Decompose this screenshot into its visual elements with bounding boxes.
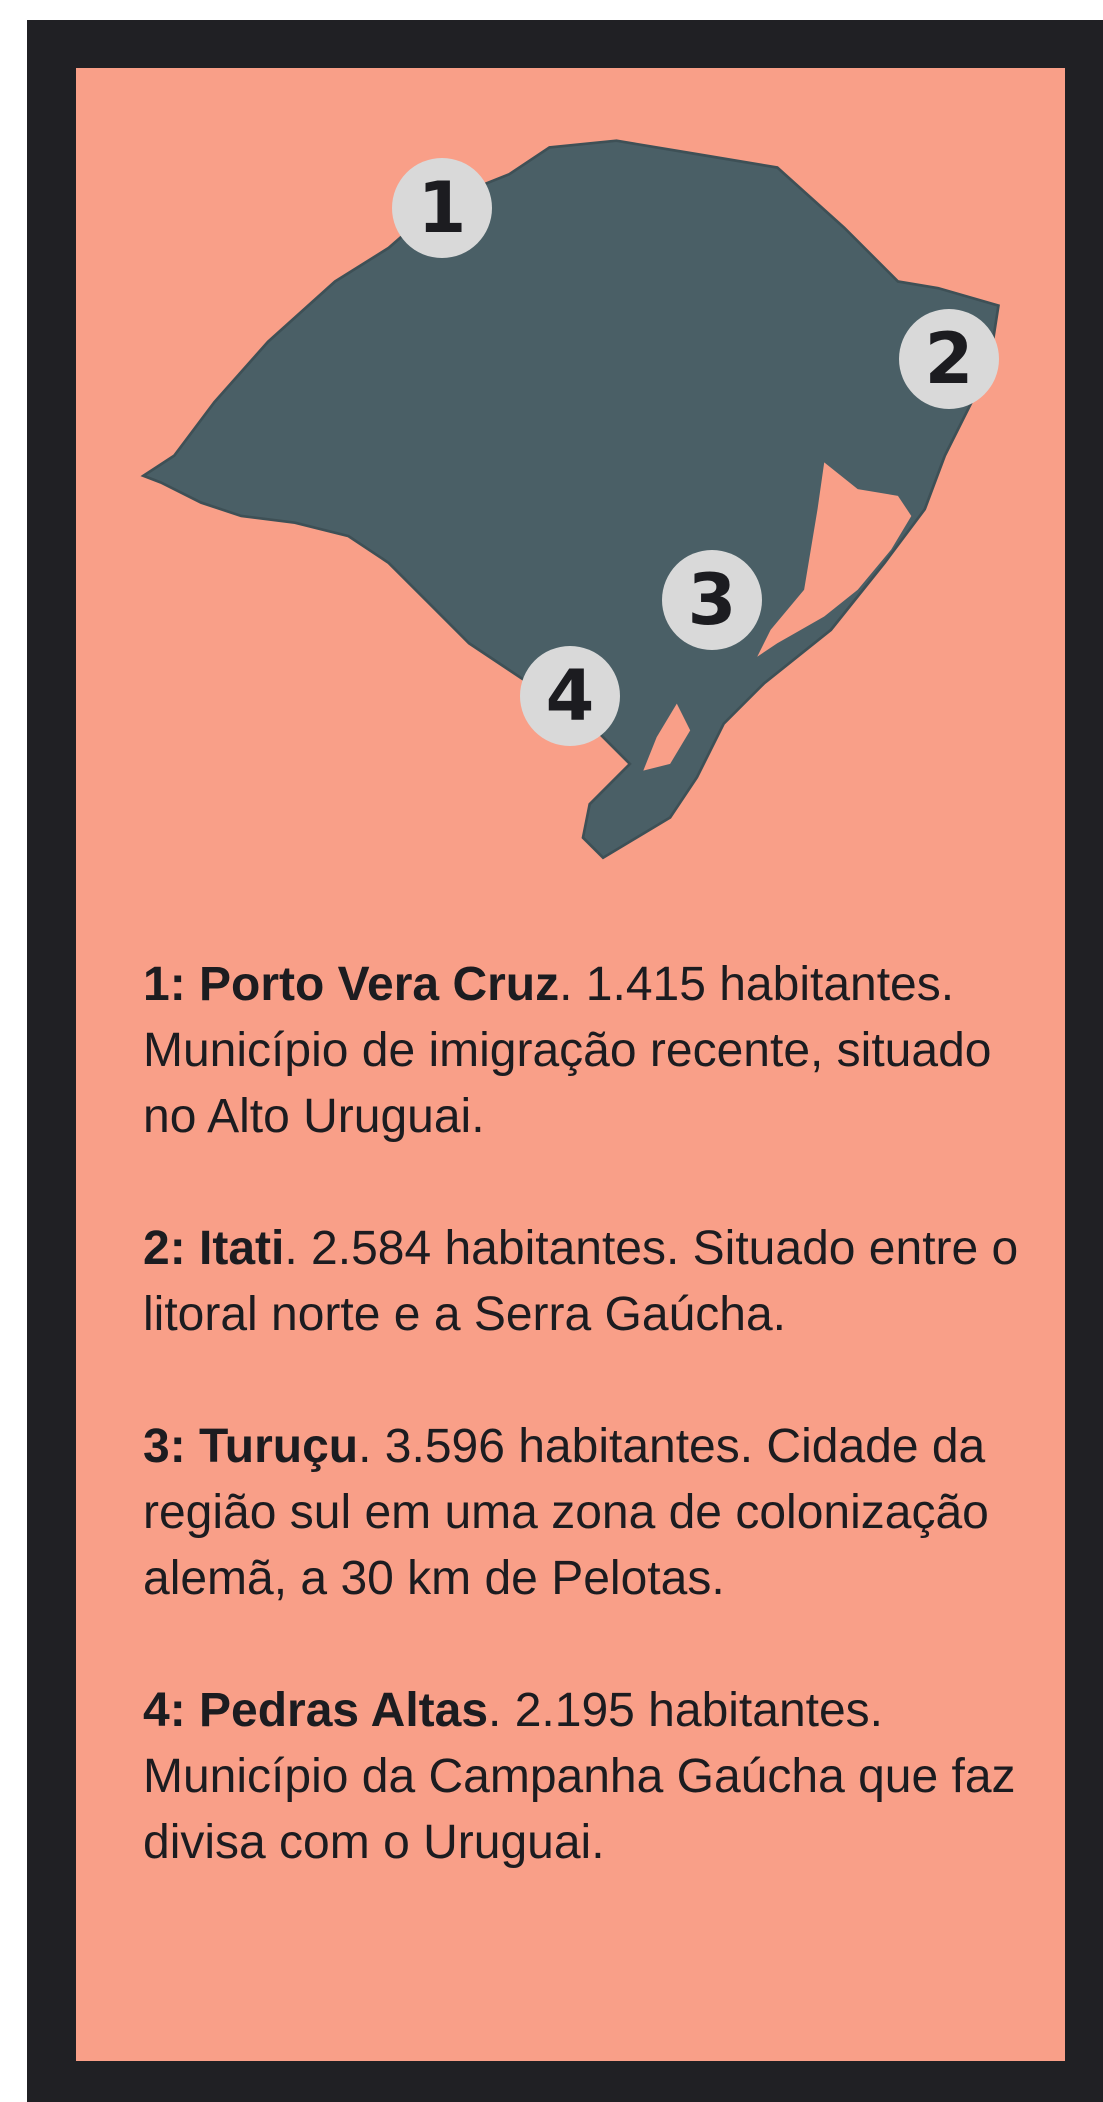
marker-label: 3 <box>688 559 737 641</box>
marker <box>899 309 999 409</box>
marker <box>520 646 620 746</box>
marker-label: 4 <box>546 655 595 737</box>
description-list: 1: Porto Vera Cruz. 1.415 habitantes. Mu… <box>143 952 1023 1942</box>
item-name: 3: Turuçu <box>143 1420 359 1473</box>
marker-label: 2 <box>925 318 974 400</box>
item-text: . 3.596 habitantes. Cidade da região sul… <box>143 1420 989 1605</box>
state-shape <box>140 139 1000 860</box>
lagoon <box>757 462 912 657</box>
marker <box>662 550 762 650</box>
item-name: 2: Itati <box>143 1222 285 1275</box>
item-text: . 2.195 habitantes. Município da Campanh… <box>143 1684 1016 1869</box>
map: 1 2 3 4 <box>140 139 1000 860</box>
frame: 1 2 3 4 1: Porto Vera Cruz. 1.415 habitante… <box>27 20 1103 2102</box>
item: 2: Itati. 2.584 habitantes. Situado entr… <box>143 1216 1023 1348</box>
marker <box>392 158 492 258</box>
item: 3: Turuçu. 3.596 habitantes. Cidade da r… <box>143 1414 1023 1612</box>
item: 4: Pedras Altas. 2.195 habitantes. Munic… <box>143 1678 1023 1876</box>
panel: 1 2 3 4 1: Porto Vera Cruz. 1.415 habitante… <box>76 68 1065 2061</box>
lagoon <box>643 703 691 771</box>
item-name: 4: Pedras Altas <box>143 1684 489 1737</box>
marker-label: 1 <box>418 167 467 249</box>
item-name: 1: Porto Vera Cruz <box>143 958 560 1011</box>
item-text: . 1.415 habitantes. Município de imigraç… <box>143 958 992 1143</box>
item-text: . 2.584 habitantes. Situado entre o lito… <box>143 1222 1019 1341</box>
item: 1: Porto Vera Cruz. 1.415 habitantes. Mu… <box>143 952 1023 1150</box>
